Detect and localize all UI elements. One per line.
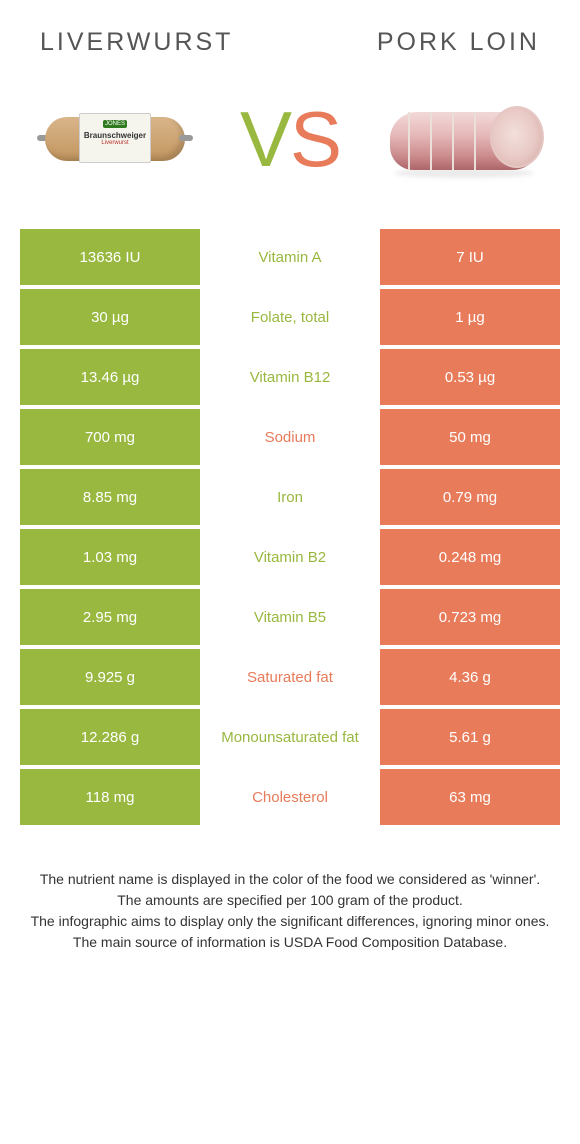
nutrient-name: Vitamin B5 — [200, 589, 380, 645]
right-value: 4.36 g — [380, 649, 560, 705]
footer-line-1: The nutrient name is displayed in the co… — [30, 869, 550, 890]
right-value: 0.248 mg — [380, 529, 560, 585]
left-value: 2.95 mg — [20, 589, 200, 645]
table-row: 30 µgFolate, total1 µg — [20, 289, 560, 345]
left-value: 118 mg — [20, 769, 200, 825]
table-row: 8.85 mgIron0.79 mg — [20, 469, 560, 525]
vs-letter-s: S — [290, 95, 340, 183]
table-row: 118 mgCholesterol63 mg — [20, 769, 560, 825]
table-row: 1.03 mgVitamin B20.248 mg — [20, 529, 560, 585]
table-row: 700 mgSodium50 mg — [20, 409, 560, 465]
left-value: 12.286 g — [20, 709, 200, 765]
left-value: 13.46 µg — [20, 349, 200, 405]
footer-line-4: The main source of information is USDA F… — [30, 932, 550, 953]
nutrient-table: 13636 IUVitamin A7 IU30 µgFolate, total1… — [0, 229, 580, 825]
table-row: 13.46 µgVitamin B120.53 µg — [20, 349, 560, 405]
header: Liverwurst Pork loin — [0, 0, 580, 69]
table-row: 9.925 gSaturated fat4.36 g — [20, 649, 560, 705]
vs-label: VS — [240, 94, 340, 185]
right-value: 0.53 µg — [380, 349, 560, 405]
nutrient-name: Vitamin A — [200, 229, 380, 285]
liverwurst-sub: Liverwurst — [80, 140, 150, 146]
footer-line-2: The amounts are specified per 100 gram o… — [30, 890, 550, 911]
nutrient-name: Cholesterol — [200, 769, 380, 825]
footer-line-3: The infographic aims to display only the… — [30, 911, 550, 932]
liverwurst-topstrip: JONES — [103, 120, 127, 128]
versus-row: JONES Braunschweiger Liverwurst VS — [0, 69, 580, 229]
table-row: 13636 IUVitamin A7 IU — [20, 229, 560, 285]
right-value: 1 µg — [380, 289, 560, 345]
vs-letter-v: V — [240, 95, 290, 183]
nutrient-name: Sodium — [200, 409, 380, 465]
left-value: 13636 IU — [20, 229, 200, 285]
left-value: 9.925 g — [20, 649, 200, 705]
liverwurst-image: JONES Braunschweiger Liverwurst — [30, 89, 200, 189]
table-row: 2.95 mgVitamin B50.723 mg — [20, 589, 560, 645]
footer-notes: The nutrient name is displayed in the co… — [0, 829, 580, 953]
right-value: 5.61 g — [380, 709, 560, 765]
left-value: 30 µg — [20, 289, 200, 345]
left-food-title: Liverwurst — [40, 28, 233, 57]
right-value: 7 IU — [380, 229, 560, 285]
nutrient-name: Folate, total — [200, 289, 380, 345]
table-row: 12.286 gMonounsaturated fat5.61 g — [20, 709, 560, 765]
right-value: 50 mg — [380, 409, 560, 465]
right-value: 0.723 mg — [380, 589, 560, 645]
nutrient-name: Saturated fat — [200, 649, 380, 705]
right-food-title: Pork loin — [377, 28, 540, 57]
liverwurst-brand: Braunschweiger — [80, 131, 150, 140]
nutrient-name: Iron — [200, 469, 380, 525]
nutrient-name: Vitamin B12 — [200, 349, 380, 405]
left-value: 8.85 mg — [20, 469, 200, 525]
right-value: 0.79 mg — [380, 469, 560, 525]
left-value: 1.03 mg — [20, 529, 200, 585]
nutrient-name: Monounsaturated fat — [200, 709, 380, 765]
nutrient-name: Vitamin B2 — [200, 529, 380, 585]
left-value: 700 mg — [20, 409, 200, 465]
right-value: 63 mg — [380, 769, 560, 825]
porkloin-image — [380, 89, 550, 189]
